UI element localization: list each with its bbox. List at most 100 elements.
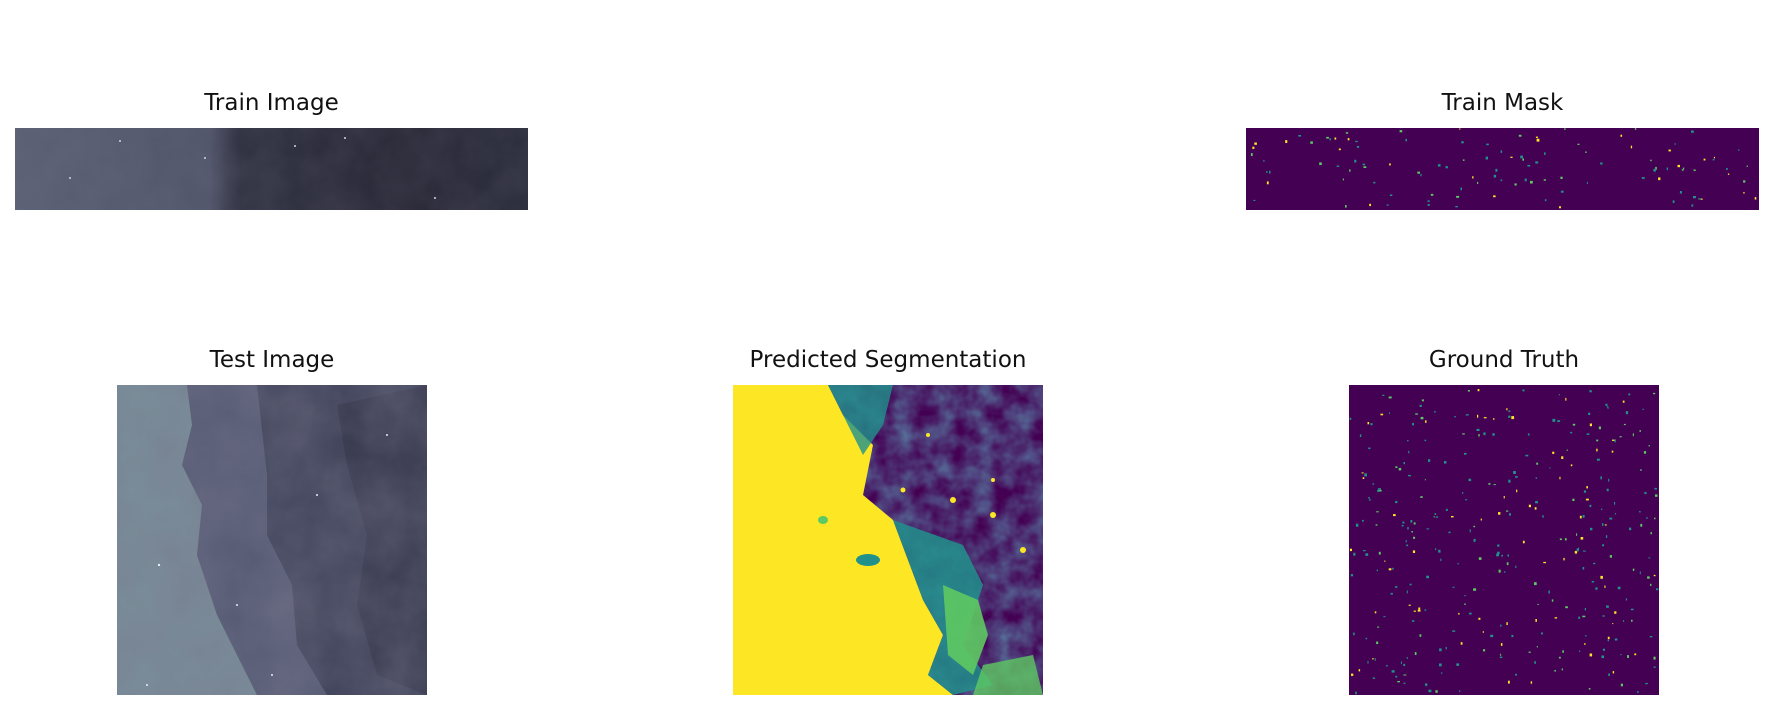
mask-speck [1492, 433, 1495, 436]
mask-speck [1511, 635, 1514, 638]
mask-speck [1602, 648, 1605, 651]
mask-speck [1604, 524, 1607, 526]
mask-speck [1543, 179, 1546, 181]
mask-speck [1589, 653, 1593, 657]
mask-speck [1602, 615, 1605, 617]
mask-speck [1612, 623, 1614, 625]
mask-speck [1619, 436, 1622, 438]
mask-speck [1634, 653, 1637, 656]
mask-speck [1424, 479, 1426, 481]
mask-speck [1622, 400, 1625, 403]
mask-speck [1477, 389, 1480, 392]
mask-speck [1363, 166, 1367, 168]
mask-speck [1536, 138, 1540, 142]
mask-speck [1507, 554, 1509, 557]
mask-speck [1501, 554, 1503, 557]
mask-speck [1493, 174, 1497, 178]
mask-speck [1362, 519, 1364, 522]
mask-speck [1298, 135, 1301, 137]
mask-speck [1511, 416, 1515, 420]
train-image [15, 128, 528, 210]
mask-speck [1564, 538, 1567, 541]
mask-speck [1374, 611, 1377, 614]
mask-speck [1589, 423, 1592, 427]
mask-speck [1369, 499, 1371, 501]
mask-speck [1349, 169, 1351, 172]
mask-speck [1372, 677, 1376, 679]
mask-speck [1508, 415, 1511, 418]
mask-speck [1691, 204, 1694, 207]
mask-speck [1577, 143, 1580, 145]
mask-speck [1691, 130, 1694, 133]
mask-speck [1612, 439, 1615, 441]
mask-speck [1551, 599, 1554, 602]
mask-speck [1358, 669, 1361, 672]
mask-speck [1415, 413, 1418, 415]
mask-speck [1655, 166, 1657, 170]
mask-speck [1642, 408, 1644, 410]
mask-speck [1434, 411, 1436, 413]
mask-speck [1498, 512, 1501, 515]
mask-speck [1630, 608, 1634, 611]
mask-speck [1591, 581, 1595, 583]
mask-speck [1611, 450, 1614, 453]
mask-speck [1703, 158, 1706, 161]
mask-speck [1713, 156, 1715, 159]
mask-speck [1424, 439, 1427, 442]
mask-speck [1534, 582, 1537, 586]
mask-speck [1543, 561, 1546, 564]
mask-speck [1528, 504, 1531, 508]
mask-speck [1473, 538, 1476, 542]
mask-speck [1353, 552, 1356, 556]
mask-speck [1483, 649, 1486, 652]
mask-speck [1668, 149, 1671, 152]
mask-speck [1522, 389, 1525, 392]
mask-speck [1693, 196, 1696, 199]
mask-speck [1391, 670, 1395, 673]
mask-speck [1390, 592, 1393, 595]
mask-speck [1522, 540, 1525, 544]
mask-speck [1414, 652, 1417, 655]
mask-speck [1495, 168, 1498, 172]
mask-speck [1542, 515, 1544, 518]
mask-speck [1465, 499, 1468, 501]
mask-speck [1427, 204, 1430, 206]
mask-speck [1500, 624, 1502, 627]
test-image-title: Test Image [209, 347, 335, 373]
mask-speck [1488, 483, 1491, 485]
mask-speck [1329, 138, 1331, 141]
mask-speck [1456, 663, 1460, 666]
mask-speck [1350, 574, 1354, 577]
mask-speck [1625, 598, 1627, 601]
mask-speck [1461, 141, 1464, 144]
mask-speck [1566, 449, 1568, 451]
mask-speck [1602, 523, 1604, 526]
mask-speck [1378, 488, 1381, 490]
mask-speck [1609, 517, 1613, 520]
mask-speck [1500, 643, 1503, 646]
mask-speck [1679, 191, 1682, 194]
mask-speck [1530, 180, 1533, 184]
mask-speck [1535, 161, 1539, 164]
mask-speck [1338, 148, 1341, 151]
mask-speck [1582, 567, 1585, 570]
mask-speck [1411, 531, 1413, 533]
mask-speck [1649, 636, 1653, 638]
mask-speck [1412, 550, 1416, 553]
mask-speck [1500, 179, 1503, 182]
mask-speck [1464, 595, 1466, 597]
mask-speck [1365, 553, 1369, 556]
mask-speck [1614, 611, 1617, 614]
mask-speck [1355, 523, 1359, 527]
mask-speck [1359, 434, 1362, 437]
mask-speck [1650, 583, 1652, 586]
mask-speck [1600, 162, 1603, 165]
mask-speck [1534, 661, 1536, 664]
mask-speck [1425, 420, 1427, 423]
mask-speck [1356, 146, 1360, 148]
mask-speck [1389, 163, 1391, 166]
mask-speck [1417, 171, 1420, 174]
mask-speck [1606, 406, 1609, 408]
mask-speck [1430, 193, 1434, 196]
mask-speck [1596, 448, 1598, 452]
